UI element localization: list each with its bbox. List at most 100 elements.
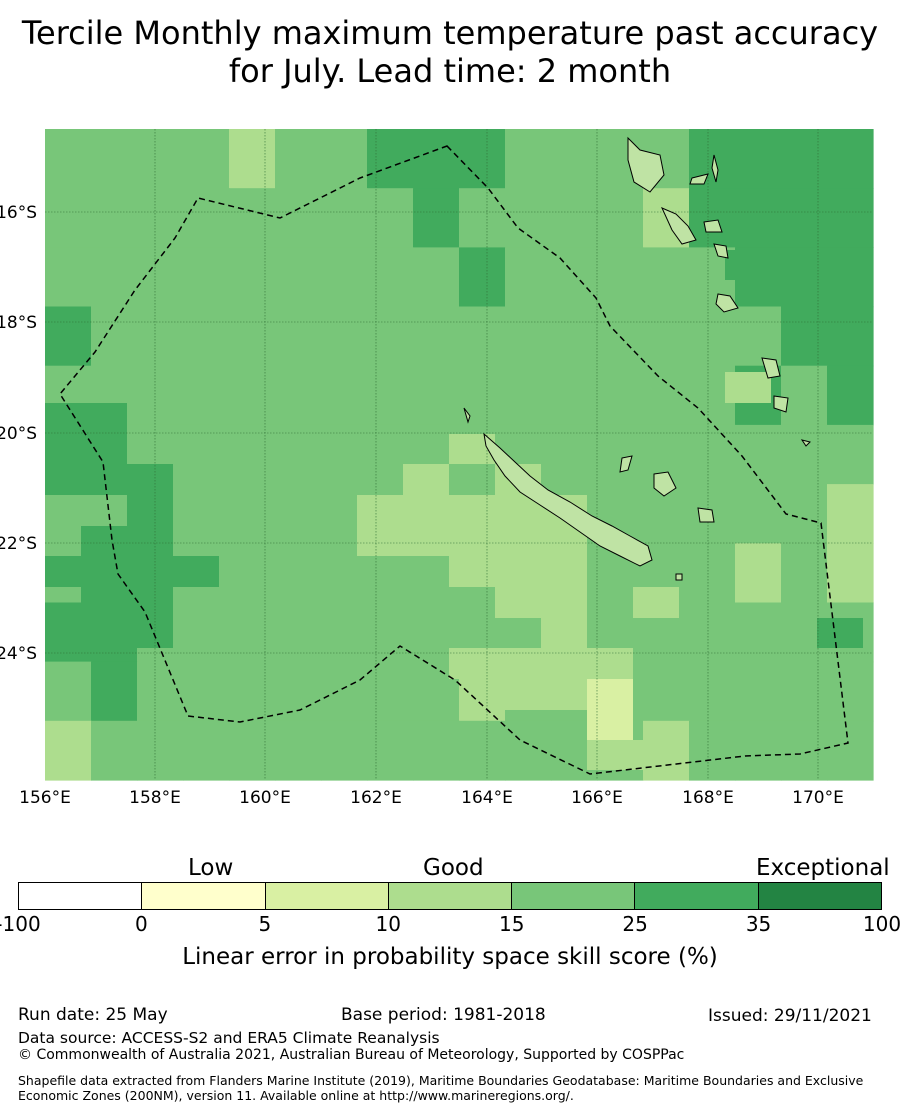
grid-cell [367,247,414,308]
grid-cell [827,365,874,426]
legend-exceptional-label: Exceptional [756,855,890,881]
grid-cell [183,188,230,248]
grid-cell [827,543,874,604]
grid-cell [321,720,368,781]
eez-boundary [59,145,849,775]
grid-cell [45,247,92,308]
grid-cell [413,306,460,367]
grid-cell [137,188,184,248]
legend-low-label: Low [188,855,234,881]
grid-cell [827,129,874,189]
grid-cell [45,306,92,367]
grid-cell [735,306,782,367]
colorbar-tick: 0 [135,912,148,936]
map-area: 156°E 158°E 160°E 162°E 164°E 166°E 168°E 170°E… [0,120,900,824]
grid-cell [45,129,92,189]
grid-cell-good [357,495,449,556]
colorbar-swatch [758,883,881,909]
grid-cell [367,661,414,722]
grid-cell-good [725,372,771,403]
island-loyalty-1 [619,455,633,473]
grid-cell [459,247,506,308]
grid-cell [597,365,644,426]
grid-cell [275,484,322,544]
grid-cell [137,365,184,426]
grid-cell [505,306,552,367]
grid-cell [781,129,828,189]
grid-cell [689,306,736,367]
island-walpole [800,439,811,447]
latitude-labels: 16°S 18°S 20°S 22°S 24°S [0,203,37,664]
grid-cell [735,129,782,189]
longitude-label: 170°E [792,788,844,808]
grid-cell-good [633,587,679,618]
grid-cell-good [45,740,81,770]
grid-cell [367,306,414,367]
grid-cell [781,365,828,426]
grid-cell [551,306,598,367]
longitude-label: 168°E [682,788,734,808]
grid-cell-good [495,587,587,618]
grid-cell [367,365,414,426]
grid-cell-good [495,679,587,710]
grid-cell [459,306,506,367]
grid-cell [275,247,322,308]
colorbar-tick: 100 [862,912,900,936]
colorbar-swatch [388,883,513,909]
grid-cell [275,306,322,367]
data-source: Data source: ACCESS-S2 and ERA5 Climate … [18,1029,440,1047]
grid-cell [413,188,460,248]
grid-cell [827,247,874,308]
island-loyalty-3 [697,507,715,523]
grid-cell [183,720,230,781]
grid-cell [137,129,184,189]
legend-good-label: Good [423,855,484,881]
island-vanuatu-5 [713,243,729,259]
grid-cell [735,484,782,544]
colorbar-ticks: -100 0 5 10 15 25 35 100 [0,912,900,938]
title-line-2: for July. Lead time: 2 month [228,52,672,90]
grid-cell [689,188,736,248]
grid-cell-strong [817,618,863,648]
grid-cell [321,129,368,189]
grid-cell [275,129,322,189]
grid-cell [183,484,230,544]
island-vanuatu-2 [689,173,709,185]
title-line-1: Tercile Monthly maximum temperature past… [21,14,879,52]
grid-cell [183,661,230,722]
island-vanuatu-4 [703,219,723,233]
grid-cell [689,661,736,722]
grid-cell [551,424,598,485]
grid-cell [321,424,368,485]
grid-cell [183,247,230,308]
grid-cell [735,543,782,604]
grid-cell [413,365,460,426]
longitude-label: 158°E [129,788,181,808]
grid-cell [689,543,736,604]
grid-cell [367,188,414,248]
island-hunter-2 [773,395,789,413]
grid-cell [91,306,138,367]
grid-cell [367,602,414,663]
grid-cell [91,188,138,248]
grid-cell [275,188,322,248]
shapefile-credit: Shapefile data extracted from Flanders M… [18,1073,864,1103]
grid-cell [275,424,322,485]
grid-cell [781,188,828,248]
grid-cell-strong [45,403,127,464]
island-vanuatu-north [627,136,665,193]
grid-cell-bright [587,679,633,740]
grid-cell [91,720,138,781]
grid-cell [781,720,828,781]
grid-cell [413,720,460,781]
grid-cell [781,247,828,308]
grid-cell [781,424,828,485]
island-loyalty-2 [653,471,677,497]
grid-cell [229,188,276,248]
issued-date: Issued: 29/11/2021 [708,1006,872,1026]
grid-cell [551,129,598,189]
grid-cell [275,365,322,426]
grid-cell [643,247,690,308]
grid-cell [827,306,874,367]
grid-cell [229,602,276,663]
